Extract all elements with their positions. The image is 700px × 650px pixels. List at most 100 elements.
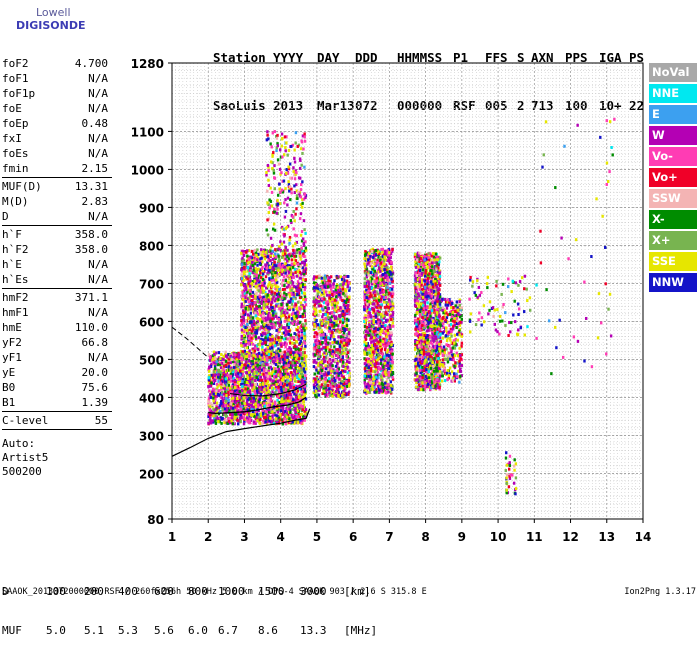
echo-point — [213, 378, 215, 381]
echo-point — [259, 344, 261, 347]
echo-point — [250, 320, 252, 323]
echo-point — [286, 416, 288, 419]
echo-point — [244, 344, 246, 347]
echo-point — [289, 378, 291, 381]
echo-point — [251, 370, 253, 373]
echo-point — [241, 392, 243, 395]
echo-point — [248, 380, 250, 383]
echo-point — [245, 251, 247, 254]
echo-point — [295, 396, 297, 399]
echo-point — [324, 306, 326, 309]
echo-point — [287, 372, 289, 375]
echo-point — [244, 326, 246, 329]
echo-point — [247, 364, 249, 367]
echo-point — [225, 394, 227, 397]
echo-point — [282, 377, 284, 380]
echo-point — [288, 301, 290, 304]
echo-point — [294, 404, 296, 407]
echo-point — [264, 416, 266, 419]
echo-point — [284, 353, 286, 356]
echo-point — [289, 411, 291, 414]
echo-point — [276, 199, 278, 202]
echo-point — [348, 296, 350, 299]
echo-point — [271, 191, 273, 194]
echo-point — [299, 375, 301, 378]
echo-point — [290, 351, 292, 354]
echo-point — [332, 359, 334, 362]
echo-point — [277, 386, 279, 389]
echo-point — [296, 285, 298, 288]
echo-point — [238, 378, 240, 381]
echo-point — [294, 177, 296, 180]
echo-point — [251, 404, 253, 407]
echo-point — [281, 256, 283, 259]
echo-point — [332, 283, 334, 286]
echo-point — [271, 145, 273, 148]
echo-point — [285, 316, 287, 319]
echo-point — [276, 134, 278, 137]
echo-point — [336, 384, 338, 387]
echo-point — [291, 408, 293, 411]
echo-point — [240, 319, 242, 322]
echo-point — [294, 377, 296, 380]
echo-point — [248, 384, 250, 387]
echo-point — [286, 255, 288, 258]
echo-point — [285, 172, 287, 175]
echo-point — [303, 255, 305, 258]
echo-point — [269, 142, 271, 145]
echo-point — [248, 258, 250, 261]
echo-point — [267, 179, 269, 182]
echo-point — [217, 373, 219, 376]
echo-point — [270, 160, 272, 163]
echo-point — [293, 386, 295, 389]
echo-point — [284, 272, 286, 275]
echo-point — [274, 229, 276, 232]
echo-point — [258, 289, 260, 292]
echo-point — [266, 357, 268, 360]
echo-point — [271, 301, 273, 304]
echo-point — [264, 257, 266, 260]
echo-point — [266, 267, 268, 270]
echo-point — [267, 321, 269, 324]
echo-point — [302, 327, 304, 330]
echo-point — [277, 295, 279, 298]
echo-point — [227, 399, 229, 402]
echo-point — [256, 389, 258, 392]
echo-point — [247, 266, 249, 269]
echo-point — [262, 338, 264, 341]
echo-point — [214, 367, 216, 370]
echo-point — [295, 207, 297, 210]
echo-point — [244, 390, 246, 393]
echo-point — [279, 148, 281, 151]
echo-point — [247, 317, 249, 320]
echo-point — [267, 137, 269, 140]
echo-point — [284, 187, 286, 190]
echo-point — [294, 411, 296, 414]
echo-point — [294, 160, 296, 163]
echo-point — [290, 289, 292, 292]
echo-point — [295, 131, 297, 134]
echo-point — [274, 367, 276, 370]
echo-point — [283, 388, 285, 391]
echo-point — [212, 414, 214, 417]
echo-point — [267, 338, 269, 341]
echo-point — [302, 252, 304, 255]
echo-point — [256, 264, 258, 267]
echo-point — [227, 417, 229, 420]
echo-point — [255, 405, 257, 408]
echo-point — [275, 305, 277, 308]
echo-point — [263, 369, 265, 372]
echo-point — [296, 415, 298, 418]
echo-point — [292, 170, 294, 173]
echo-point — [251, 377, 253, 380]
echo-point — [276, 414, 278, 417]
echo-point — [263, 323, 265, 326]
echo-point — [289, 337, 291, 340]
echo-point — [297, 380, 299, 383]
echo-point — [267, 334, 269, 337]
echo-point — [208, 376, 210, 379]
echo-point — [249, 269, 251, 272]
echo-point — [216, 401, 218, 404]
echo-point — [252, 264, 254, 267]
echo-point — [302, 408, 304, 411]
